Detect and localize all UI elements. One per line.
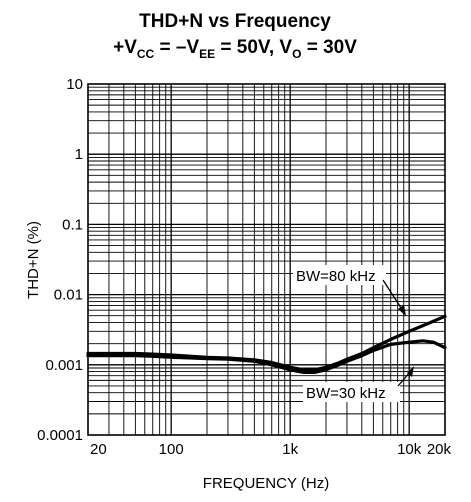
y-tick-label: 10 [66,76,83,93]
y-tick-label: 0.0001 [37,427,83,444]
grid [88,84,445,435]
annotation-80khz-bg [293,265,386,285]
x-tick-label: 1k [282,441,298,458]
y-axis-label: THD+N (%) [25,221,42,299]
annotation-80khz-leader [382,279,404,312]
annotation-30khz: BW=30 kHz [306,385,386,402]
y-tick-label: 0.1 [62,216,83,233]
y-tick-labels: 0.0001 0.001 0.01 0.1 1 10 [37,76,83,444]
series-lines [86,314,447,374]
chart-subtitle: +VCC = –VEE = 50V, VO = 30V [113,37,357,61]
x-tick-label: 100 [159,441,184,458]
x-axis-label: FREQUENCY (Hz) [203,475,329,492]
annotation-30khz-arrowhead [407,366,414,377]
series-line-bw-30khz [86,339,447,374]
annotation-80khz-arrowhead [398,305,406,316]
x-tick-labels: 20 100 1k 10k 20k [90,441,451,458]
annotation-30khz-bg [303,382,400,402]
plot-frame [87,83,446,436]
annotation-30khz-leader [397,371,411,387]
x-tick-label: 20 [90,441,107,458]
y-tick-label: 0.001 [45,357,83,374]
annotation-80khz: BW=80 kHz [296,268,376,285]
x-tick-label: 10k [397,441,422,458]
x-tick-label: 20k [427,441,452,458]
chart-title: THD+N vs Frequency [139,11,331,32]
y-tick-label: 1 [75,146,83,163]
y-tick-label: 0.01 [54,287,83,304]
series-line-bw-80khz [86,314,447,372]
